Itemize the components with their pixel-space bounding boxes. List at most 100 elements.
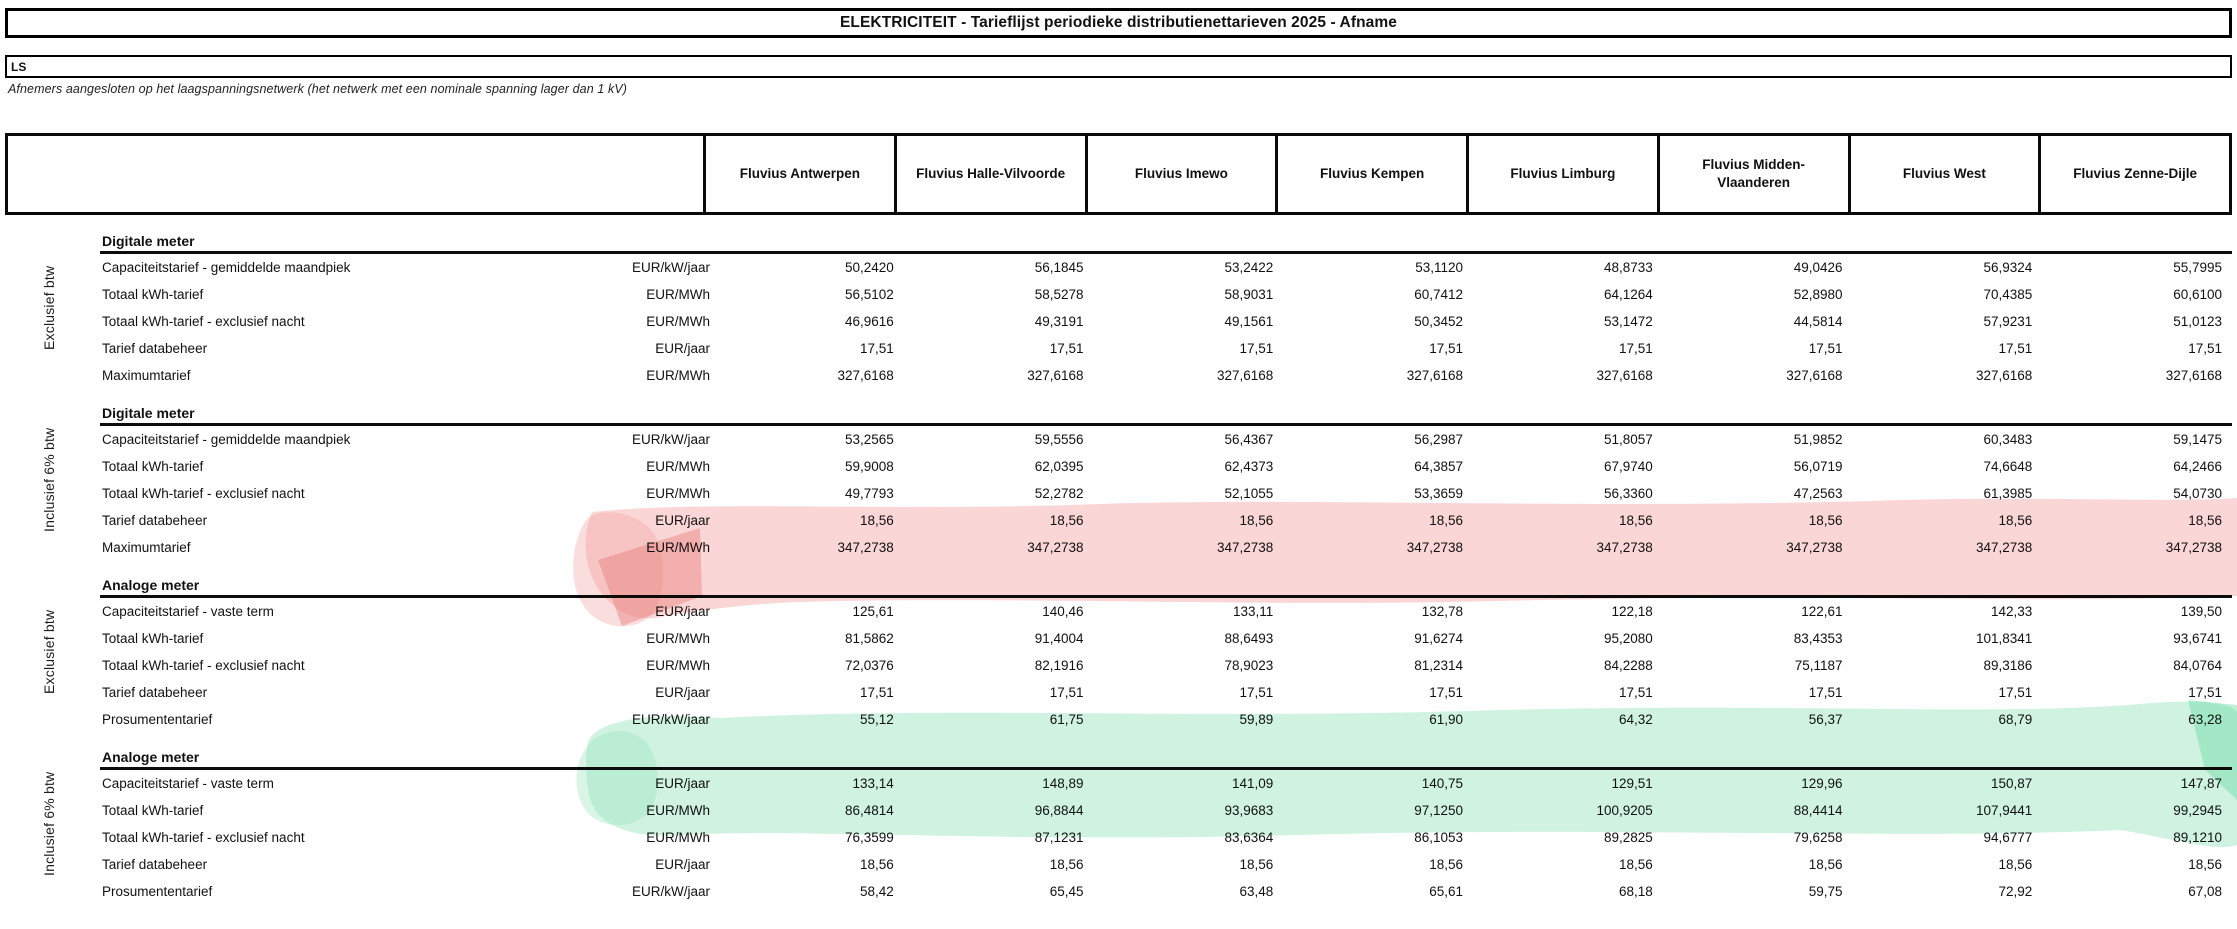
document-title-box: ELEKTRICITEIT - Tarieflijst periodieke d… <box>5 8 2232 38</box>
value-cell: 91,6274 <box>1414 631 1463 646</box>
value-cell: 57,9231 <box>1983 314 2033 329</box>
row-unit: EUR/MWh <box>646 368 710 383</box>
table-column-headers: Fluvius Antwerpen Fluvius Halle-Vilvoorde… <box>5 133 2232 215</box>
value-cell: 78,9023 <box>1224 658 1274 673</box>
value-cell: 88,6493 <box>1224 631 1274 646</box>
row-unit: EUR/MWh <box>646 287 710 302</box>
row-unit: EUR/MWh <box>646 803 710 818</box>
value-cell: 148,89 <box>1042 776 1084 791</box>
row-values: 17,51 17,51 17,51 17,51 17,51 17,51 17,51 17,51 <box>714 685 2232 700</box>
row-values: 50,2420 56,1845 53,2422 53,1120 48,8733 49,04… <box>714 260 2232 275</box>
value-cell: 327,6168 <box>1596 368 1653 383</box>
tariff-section: Inclusief 6% btw Analoge meter Capaciteits… <box>41 743 2232 905</box>
row-unit: EUR/jaar <box>655 604 710 619</box>
table-row: Totaal kWh-tarief EUR/MWh 56,5102 58,5278 58… <box>100 281 2232 308</box>
value-cell: 56,37 <box>1808 712 1843 727</box>
table-row: Capaciteitstarief - vaste term EUR/jaar 12… <box>100 598 2232 625</box>
value-cell: 94,6777 <box>1983 830 2033 845</box>
tariff-section: Exclusief btw Digitale meter Capaciteitsta… <box>41 227 2232 389</box>
value-cell: 56,5102 <box>844 287 894 302</box>
value-cell: 95,2080 <box>1603 631 1653 646</box>
value-cell: 99,2945 <box>2173 803 2222 818</box>
section-title: Digitale meter <box>102 233 195 249</box>
value-cell: 55,12 <box>859 712 894 727</box>
value-cell: 327,6168 <box>1027 368 1084 383</box>
value-cell: 18,56 <box>859 513 894 528</box>
row-label: Capaciteitstarief - vaste term <box>102 776 274 791</box>
table-row: Totaal kWh-tarief - exclusief nacht EUR/M… <box>100 308 2232 335</box>
value-cell: 64,2466 <box>2173 459 2222 474</box>
value-cell: 122,61 <box>1801 604 1843 619</box>
section-title: Digitale meter <box>102 405 195 421</box>
network-level-box: LS <box>5 55 2232 78</box>
value-cell: 51,9852 <box>1793 432 1843 447</box>
value-cell: 133,11 <box>1232 604 1274 619</box>
row-label: Totaal kWh-tarief - exclusief nacht <box>102 830 305 845</box>
row-label: Tarief databeheer <box>102 685 208 700</box>
value-cell: 67,9740 <box>1603 459 1653 474</box>
row-values: 46,9616 49,3191 49,1561 50,3452 53,1472 44,58… <box>714 314 2232 329</box>
row-unit: EUR/jaar <box>655 776 710 791</box>
row-label: Tarief databeheer <box>102 857 208 872</box>
row-values: 76,3599 87,1231 83,6364 86,1053 89,2825 79,62… <box>714 830 2232 845</box>
value-cell: 18,56 <box>1618 857 1653 872</box>
value-cell: 75,1187 <box>1794 658 1843 673</box>
value-cell: 51,8057 <box>1603 432 1653 447</box>
value-cell: 53,2422 <box>1224 260 1274 275</box>
value-cell: 64,32 <box>1618 712 1653 727</box>
value-cell: 18,56 <box>859 857 894 872</box>
row-unit: EUR/kW/jaar <box>631 884 710 899</box>
table-row: Tarief databeheer EUR/jaar 17,51 17,51 17,51… <box>100 679 2232 706</box>
value-cell: 63,28 <box>2188 712 2222 727</box>
value-cell: 17,51 <box>1429 685 1463 700</box>
row-values: 49,7793 52,2782 52,1055 53,3659 56,3360 47,25… <box>714 486 2232 501</box>
vat-group-label: Exclusief btw <box>41 265 57 351</box>
row-unit: EUR/MWh <box>646 658 710 673</box>
row-values: 56,5102 58,5278 58,9031 60,7412 64,1264 52,89… <box>714 287 2232 302</box>
row-unit: EUR/MWh <box>646 486 710 501</box>
value-cell: 74,6648 <box>1983 459 2033 474</box>
value-cell: 64,1264 <box>1603 287 1653 302</box>
row-unit: EUR/jaar <box>655 685 710 700</box>
table-row: Prosumententarief EUR/kW/jaar 55,12 61,75 59… <box>100 706 2232 733</box>
tariff-section: Exclusief btw Analoge meter Capaciteitstar… <box>41 571 2232 733</box>
value-cell: 100,9205 <box>1596 803 1653 818</box>
value-cell: 87,1231 <box>1034 830 1084 845</box>
value-cell: 51,0123 <box>2173 314 2222 329</box>
row-label: Totaal kWh-tarief <box>102 287 204 302</box>
value-cell: 54,0730 <box>2173 486 2222 501</box>
value-cell: 18,56 <box>1998 513 2033 528</box>
value-cell: 50,3452 <box>1414 314 1463 329</box>
value-cell: 18,56 <box>2188 513 2222 528</box>
table-row: Totaal kWh-tarief EUR/MWh 86,4814 96,8844 93… <box>100 797 2232 824</box>
value-cell: 93,6741 <box>2173 631 2222 646</box>
column-header-4: Fluvius Kempen <box>1275 133 1469 215</box>
value-cell: 18,56 <box>1429 857 1463 872</box>
value-cell: 56,1845 <box>1034 260 1084 275</box>
row-values: 55,12 61,75 59,89 61,90 64,32 56,37 68,79 63,28 <box>714 712 2232 727</box>
value-cell: 142,33 <box>1990 604 2033 619</box>
value-cell: 140,75 <box>1421 776 1463 791</box>
value-cell: 18,56 <box>1239 513 1274 528</box>
row-values: 17,51 17,51 17,51 17,51 17,51 17,51 17,51 17,51 <box>714 341 2232 356</box>
section-title: Analoge meter <box>102 577 200 593</box>
value-cell: 59,1475 <box>2173 432 2222 447</box>
row-label: Capaciteitstarief - gemiddelde maandpiek <box>102 260 351 275</box>
value-cell: 17,51 <box>1618 341 1653 356</box>
value-cell: 53,1120 <box>1415 260 1463 275</box>
value-cell: 72,92 <box>1998 884 2033 899</box>
column-header-2: Fluvius Halle-Vilvoorde <box>893 133 1088 215</box>
row-unit: EUR/MWh <box>646 459 710 474</box>
value-cell: 52,1055 <box>1224 486 1274 501</box>
value-cell: 83,4353 <box>1793 631 1843 646</box>
value-cell: 327,6168 <box>2165 368 2222 383</box>
value-cell: 81,5862 <box>844 631 894 646</box>
value-cell: 52,8980 <box>1793 287 1843 302</box>
section-divider-rule <box>100 423 2232 426</box>
value-cell: 84,0764 <box>2173 658 2222 673</box>
row-label: Maximumtarief <box>102 368 191 383</box>
value-cell: 129,96 <box>1801 776 1843 791</box>
table-corner-cell <box>5 133 706 215</box>
value-cell: 125,61 <box>852 604 894 619</box>
value-cell: 50,2420 <box>844 260 894 275</box>
